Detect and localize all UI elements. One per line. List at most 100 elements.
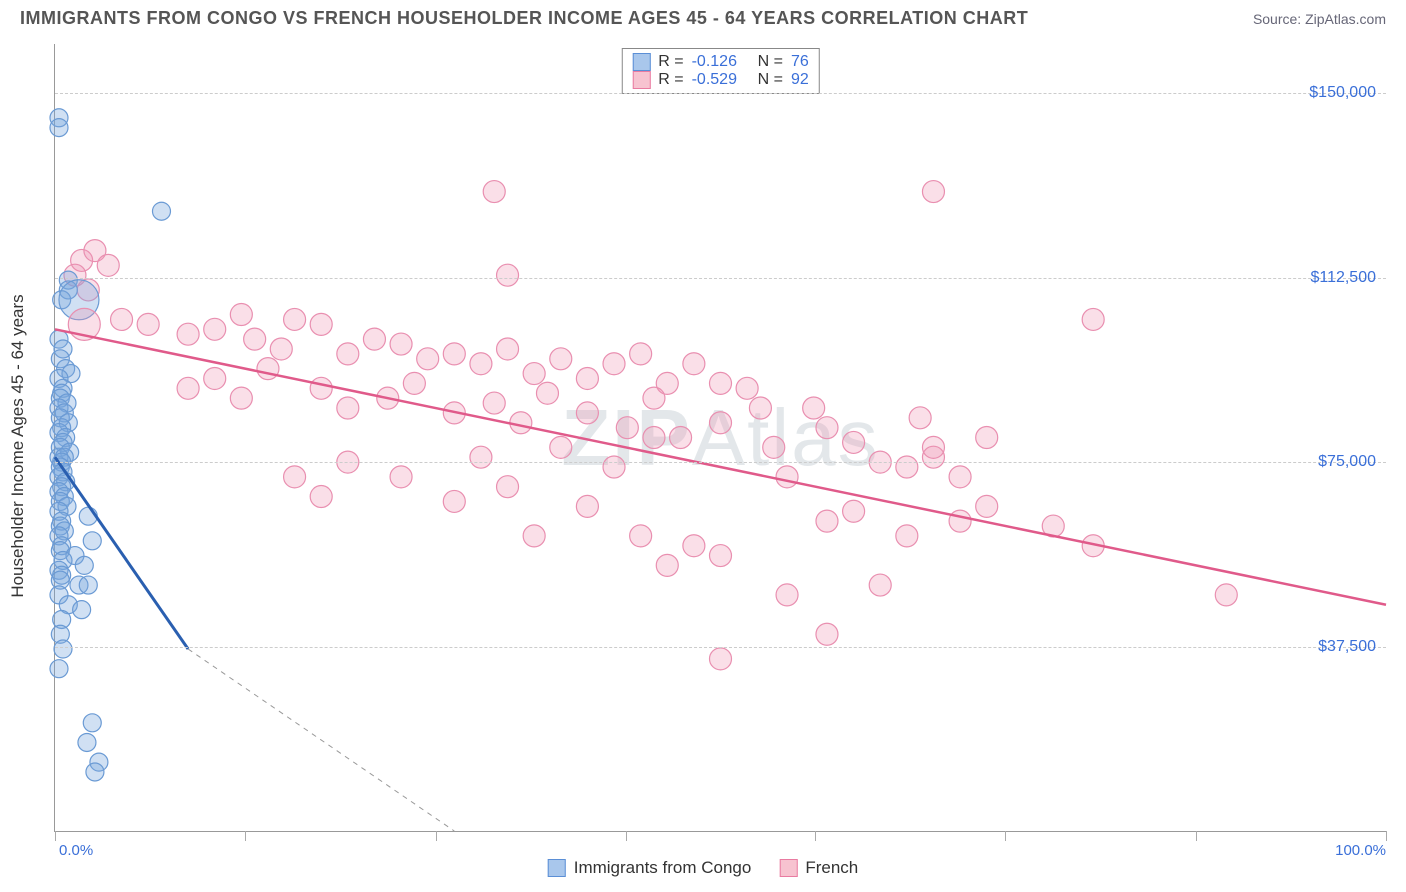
data-point <box>603 456 625 478</box>
gridline <box>55 647 1386 648</box>
gridline <box>55 93 1386 94</box>
legend-n-label: N = <box>758 71 783 89</box>
data-point <box>284 466 306 488</box>
data-point <box>443 343 465 365</box>
data-point <box>310 486 332 508</box>
y-tick-label: $112,500 <box>1310 269 1376 287</box>
data-point <box>50 660 68 678</box>
data-point <box>683 353 705 375</box>
legend-r-label: R = <box>658 53 683 71</box>
data-point <box>616 417 638 439</box>
data-point <box>510 412 532 434</box>
legend-r-value: -0.126 <box>692 53 750 71</box>
data-point <box>643 387 665 409</box>
data-point <box>643 427 665 449</box>
data-point <box>78 733 96 751</box>
data-point <box>50 119 68 137</box>
data-point <box>736 377 758 399</box>
x-tick <box>245 831 246 841</box>
data-point <box>816 417 838 439</box>
data-point <box>177 323 199 345</box>
y-tick-label: $37,500 <box>1318 638 1376 656</box>
legend-label: Immigrants from Congo <box>574 858 752 878</box>
data-point <box>776 584 798 606</box>
data-point <box>922 436 944 458</box>
legend-row: R =-0.529N =92 <box>632 71 808 89</box>
gridline <box>55 462 1386 463</box>
data-point <box>177 377 199 399</box>
legend-row: R = -0.126 N = 76 <box>632 53 808 71</box>
legend-label: French <box>805 858 858 878</box>
data-point <box>523 525 545 547</box>
chart-plot-area: ZIPAtlas R =-0.126N =76R =-0.529N =92 $3… <box>54 44 1386 832</box>
legend-swatch <box>632 71 650 89</box>
data-point <box>683 535 705 557</box>
y-tick-label: $75,000 <box>1318 453 1376 471</box>
data-point <box>630 343 652 365</box>
data-point <box>976 427 998 449</box>
data-point <box>470 446 492 468</box>
x-tick <box>626 831 627 841</box>
data-point <box>896 456 918 478</box>
data-point <box>776 466 798 488</box>
data-point <box>483 392 505 414</box>
y-tick-label: $150,000 <box>1309 84 1376 102</box>
data-point <box>403 372 425 394</box>
data-point <box>497 338 519 360</box>
data-point <box>470 353 492 375</box>
data-point <box>1082 308 1104 330</box>
data-point <box>137 313 159 335</box>
data-point <box>523 363 545 385</box>
legend-n-label: N = <box>758 53 783 71</box>
legend-r-value: -0.529 <box>692 71 750 89</box>
gridline <box>55 278 1386 279</box>
data-point <box>310 377 332 399</box>
data-point <box>83 532 101 550</box>
data-point <box>1215 584 1237 606</box>
data-point <box>710 412 732 434</box>
data-point <box>284 308 306 330</box>
data-point <box>75 556 93 574</box>
data-point <box>550 348 572 370</box>
data-point <box>443 490 465 512</box>
legend-item: French <box>779 858 858 878</box>
data-point <box>896 525 918 547</box>
data-point <box>310 313 332 335</box>
data-point <box>843 431 865 453</box>
source-label: Source: ZipAtlas.com <box>1253 11 1386 27</box>
data-point <box>630 525 652 547</box>
data-point <box>417 348 439 370</box>
trend-line <box>188 649 454 831</box>
data-point <box>83 714 101 732</box>
data-point <box>73 601 91 619</box>
data-point <box>244 328 266 350</box>
data-point <box>576 495 598 517</box>
x-tick <box>815 831 816 841</box>
x-tick <box>55 831 56 841</box>
data-point <box>54 640 72 658</box>
data-point <box>230 387 252 409</box>
data-point <box>843 500 865 522</box>
data-point <box>204 367 226 389</box>
x-tick <box>1386 831 1387 841</box>
data-point <box>749 397 771 419</box>
data-point <box>869 574 891 596</box>
data-point <box>483 181 505 203</box>
data-point <box>816 623 838 645</box>
legend-n-value: 76 <box>791 53 809 71</box>
x-tick <box>1196 831 1197 841</box>
data-point <box>230 304 252 326</box>
data-point <box>270 338 292 360</box>
legend-r-label: R = <box>658 71 683 89</box>
data-point <box>909 407 931 429</box>
legend-swatch <box>779 859 797 877</box>
data-point <box>204 318 226 340</box>
data-point <box>710 545 732 567</box>
scatter-svg <box>55 44 1386 831</box>
data-point <box>97 254 119 276</box>
data-point <box>816 510 838 532</box>
data-point <box>86 763 104 781</box>
data-point <box>79 576 97 594</box>
data-point <box>710 648 732 670</box>
x-tick <box>1005 831 1006 841</box>
